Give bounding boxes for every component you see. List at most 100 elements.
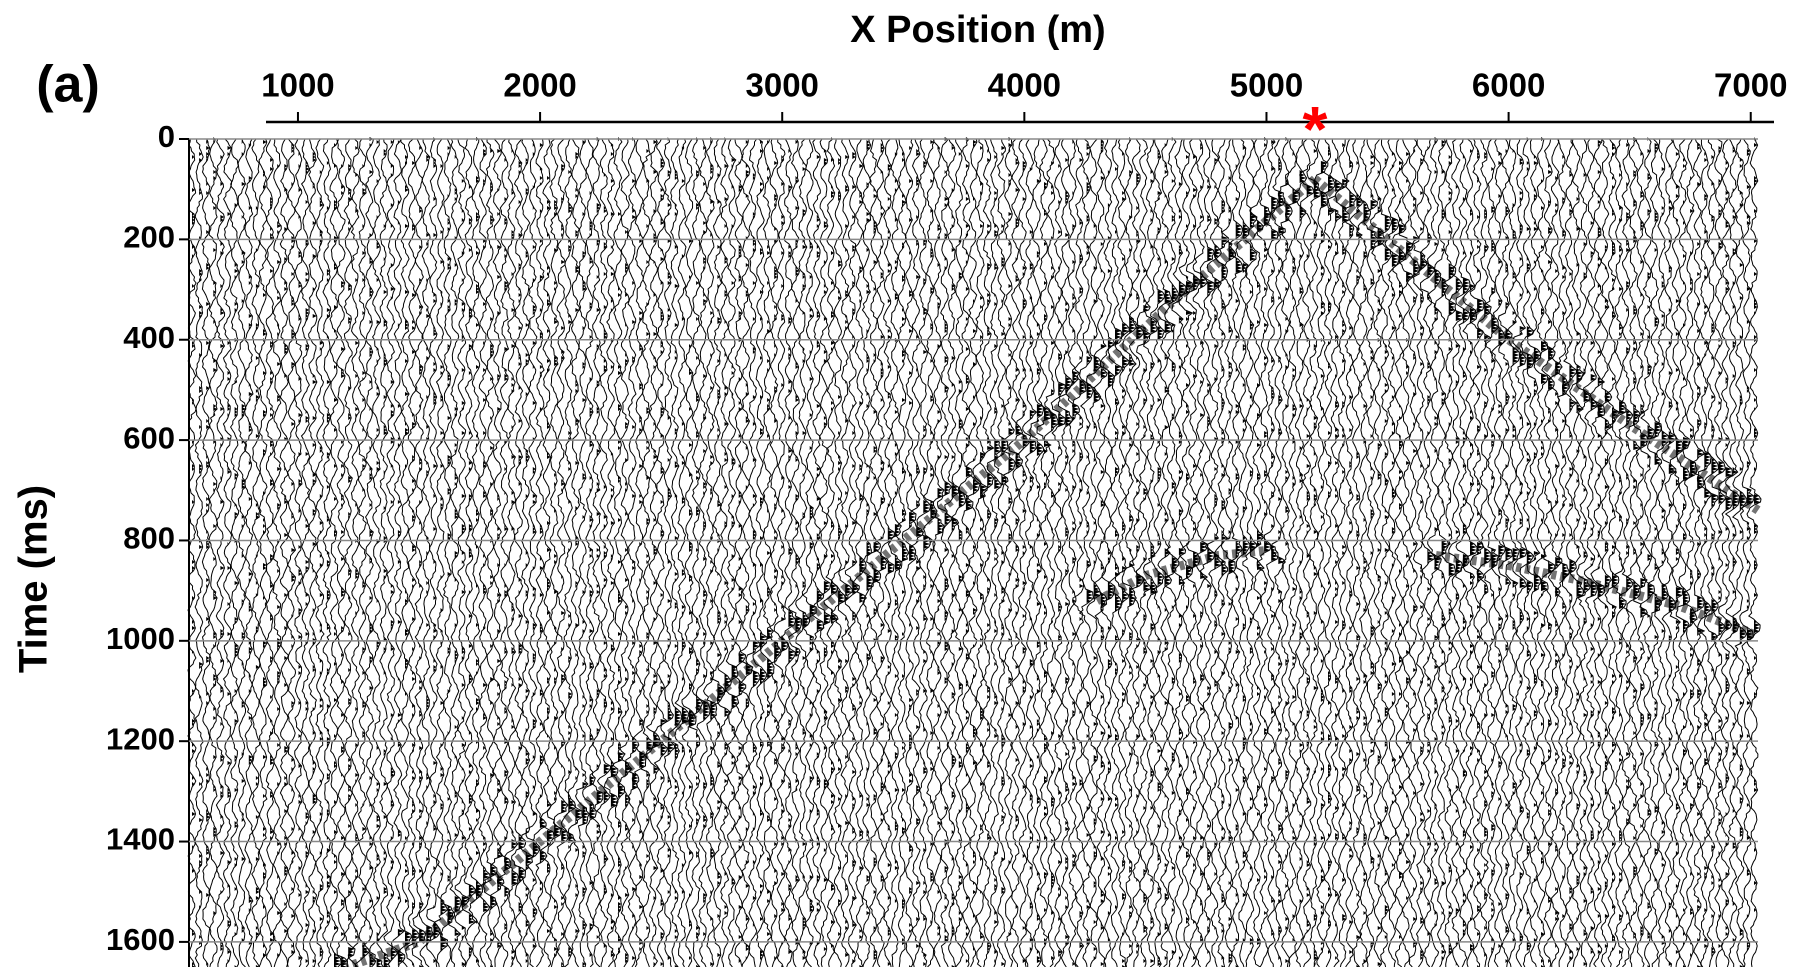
seismic-trace [567, 138, 583, 967]
seismic-trace [1703, 138, 1719, 967]
trace-lobe [1313, 149, 1321, 966]
trace-lobe [1690, 176, 1698, 957]
x-axis-title: X Position (m) [850, 9, 1105, 51]
trace-lobe [1200, 143, 1208, 942]
trace-lobe [1221, 200, 1229, 967]
trace-lobe [241, 140, 246, 942]
seismic-trace [930, 138, 946, 967]
seismic-trace [411, 138, 427, 967]
seismic-trace [308, 138, 318, 967]
trace-lobe [653, 140, 661, 966]
seismic-trace [340, 138, 356, 967]
seismic-trace [300, 138, 311, 967]
seismic-trace [1121, 138, 1137, 967]
trace-lobe [1093, 224, 1101, 960]
trace-lobe [1249, 212, 1257, 954]
trace-lobe [752, 173, 760, 927]
trace-lobe [1086, 143, 1094, 945]
trace-lobe [511, 149, 519, 966]
seismic-trace [631, 138, 647, 967]
trace-lobe [802, 161, 810, 960]
seismic-trace [482, 138, 498, 967]
seismic-trace [376, 138, 391, 967]
seismic-trace [1377, 138, 1393, 967]
x-tick-label: 3000 [746, 67, 819, 104]
trace-layer [187, 137, 1762, 967]
trace-lobe [426, 155, 434, 945]
seismic-trace [258, 138, 268, 967]
seismic-trace [1718, 138, 1733, 967]
seismic-trace [1590, 138, 1606, 967]
seismic-trace [468, 138, 484, 967]
seismic-trace [1561, 138, 1578, 967]
seismic-trace [688, 138, 704, 967]
trace-lobe [909, 146, 916, 967]
trace-lobe [305, 161, 310, 963]
seismic-trace [809, 138, 825, 967]
trace-lobe [1470, 149, 1477, 951]
seismic-trace [1320, 138, 1336, 967]
trace-lobe [1505, 149, 1513, 963]
seismic-trace [1071, 138, 1087, 967]
x-tick-label: 2000 [503, 67, 576, 104]
y-tick-label: 1200 [106, 721, 175, 756]
seismic-trace [286, 138, 297, 967]
seismic-trace [329, 138, 342, 967]
seismic-trace [525, 138, 541, 967]
trace-lobe [980, 146, 988, 939]
seismic-trace [390, 138, 406, 967]
trace-lobe [951, 143, 959, 967]
trace-lobe [213, 137, 218, 915]
trace-lobe [1725, 161, 1733, 936]
x-tick-label: 4000 [988, 67, 1061, 104]
seismic-trace [1533, 138, 1549, 967]
seismic-trace [194, 138, 204, 967]
trace-lobe [1533, 155, 1541, 942]
trace-lobe [334, 143, 341, 967]
seismic-trace [852, 138, 867, 967]
trace-lobe [476, 137, 483, 963]
seismic-trace [237, 138, 247, 967]
source-marker: * [1302, 93, 1327, 165]
trace-lobe [973, 140, 980, 951]
trace-lobe [298, 152, 303, 960]
x-tick-label: 7000 [1714, 67, 1787, 104]
event-band [1435, 551, 1760, 641]
seismic-trace [1327, 138, 1343, 967]
seismic-trace [496, 138, 512, 967]
seismic-trace [1093, 138, 1108, 967]
trace-lobe [1342, 143, 1350, 921]
seismic-trace [830, 138, 846, 967]
trace-lobe [255, 206, 260, 967]
seismic-trace [702, 138, 718, 967]
seismic-trace [1029, 138, 1045, 967]
trace-lobe [1548, 164, 1556, 963]
trace-lobe [774, 161, 782, 960]
seismic-trace [1284, 138, 1300, 967]
seismic-trace [369, 138, 384, 967]
trace-lobe [639, 209, 647, 951]
trace-lobe [270, 158, 275, 942]
seismic-trace [965, 138, 981, 967]
seismic-trace [752, 138, 768, 967]
seismic-trace [574, 138, 591, 967]
trace-lobe [887, 164, 895, 966]
seismic-trace [222, 138, 233, 967]
y-axis-title: Time (ms) [12, 485, 56, 673]
seismic-trace [610, 138, 626, 967]
seismic-trace [668, 138, 683, 967]
seismic-trace [1150, 138, 1166, 967]
trace-lobe [994, 155, 1002, 963]
trace-lobe [504, 158, 511, 930]
seismic-trace [1640, 138, 1655, 967]
seismic-trace [279, 138, 289, 967]
y-tick-label: 800 [123, 521, 175, 556]
seismic-trace [511, 138, 527, 967]
seismic-trace [272, 139, 282, 967]
trace-lobe [1264, 137, 1272, 915]
trace-lobe [1150, 170, 1158, 963]
seismic-trace [1036, 138, 1052, 967]
y-tick-label: 200 [123, 220, 175, 255]
trace-lobe [575, 152, 583, 939]
trace-lobe [724, 137, 732, 915]
